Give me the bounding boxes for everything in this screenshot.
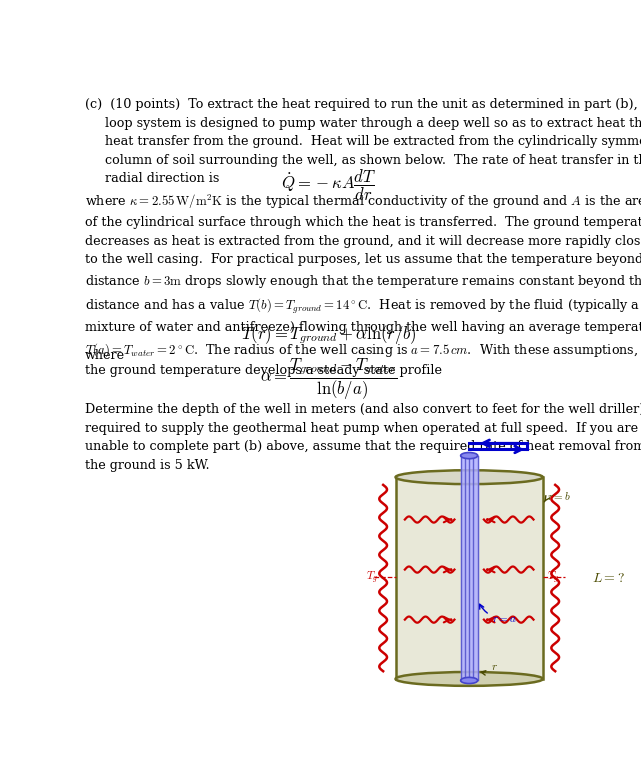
Text: $\alpha = \dfrac{T_{ground} - T_{water}}{\ln(b/a)}$: $\alpha = \dfrac{T_{ground} - T_{water}}… <box>260 357 397 402</box>
Text: $L=?$: $L=?$ <box>592 571 624 585</box>
Ellipse shape <box>395 672 543 686</box>
Ellipse shape <box>461 677 478 683</box>
Text: Determine the depth of the well in meters (and also convert to feet for the well: Determine the depth of the well in meter… <box>85 403 641 472</box>
Text: $r$: $r$ <box>481 662 498 675</box>
Polygon shape <box>461 455 478 680</box>
Ellipse shape <box>395 470 543 484</box>
Text: $r=b$: $r=b$ <box>547 490 571 502</box>
Text: where: where <box>85 349 125 362</box>
Text: $\dot{Q} = -\kappa A\dfrac{dT}{dr}$: $\dot{Q} = -\kappa A\dfrac{dT}{dr}$ <box>281 168 376 203</box>
Text: $r=a$: $r=a$ <box>479 604 517 624</box>
Polygon shape <box>395 477 543 679</box>
Text: $T_g$: $T_g$ <box>366 569 378 586</box>
Text: where $\kappa = 2.55\,\mathrm{W/m^2K}$ is the typical thermal conductivity of th: where $\kappa = 2.55\,\mathrm{W/m^2K}$ i… <box>85 192 641 377</box>
Text: $T(r) = T_{ground} + \alpha\ln(r/b)$: $T(r) = T_{ground} + \alpha\ln(r/b)$ <box>241 323 417 346</box>
Text: (c)  (10 points)  To extract the heat required to run the unit as determined in : (c) (10 points) To extract the heat requ… <box>85 98 641 185</box>
Ellipse shape <box>461 452 478 458</box>
Text: $T_g$: $T_g$ <box>547 569 559 586</box>
